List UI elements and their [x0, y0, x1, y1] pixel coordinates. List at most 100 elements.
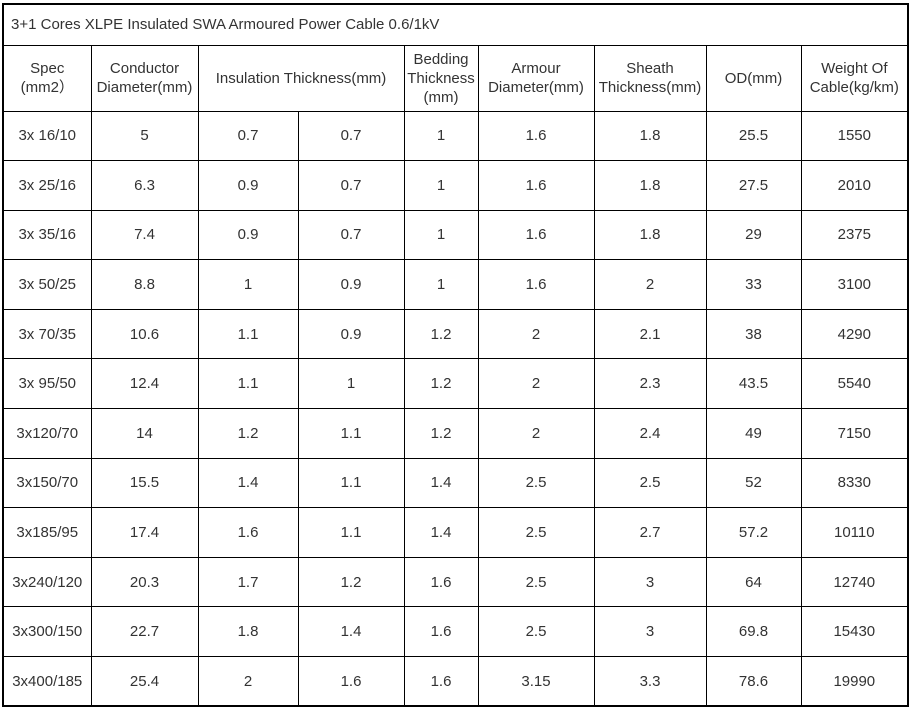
value-cell: 17.4 — [90, 507, 199, 558]
value-cell: 1.4 — [197, 457, 299, 509]
value-cell: 22.7 — [90, 606, 199, 658]
value-cell: 1 — [403, 259, 479, 310]
value-cell: 2375 — [800, 209, 909, 261]
spec-cell: 3x185/95 — [2, 507, 92, 558]
value-cell: 43.5 — [705, 358, 802, 410]
value-cell: 0.9 — [197, 209, 299, 261]
value-cell: 2010 — [800, 160, 909, 211]
table-row: 3x 70/35 10.6 1.1 0.9 1.2 2 2.1 38 4290 — [2, 308, 909, 360]
value-cell: 1.6 — [477, 259, 595, 310]
value-cell: 2 — [477, 358, 595, 410]
value-cell: 57.2 — [705, 507, 802, 558]
value-cell: 10.6 — [90, 308, 199, 360]
value-cell: 2.4 — [593, 408, 707, 459]
value-cell: 1.2 — [197, 408, 299, 459]
value-cell: 1 — [403, 209, 479, 261]
table-row: 3x 35/16 7.4 0.9 0.7 1 1.6 1.8 29 2375 — [2, 209, 909, 261]
table-body: 3x 16/10 5 0.7 0.7 1 1.6 1.8 25.5 1550 3x 25/16 6.… — [2, 110, 909, 707]
table-row: 3x300/150 22.7 1.8 1.4 1.6 2.5 3 69.8 15430 — [2, 606, 909, 658]
value-cell: 1.8 — [593, 160, 707, 211]
value-cell: 1.2 — [403, 308, 479, 360]
value-cell: 2.1 — [593, 308, 707, 360]
value-cell: 1.1 — [297, 457, 405, 509]
value-cell: 78.6 — [705, 656, 802, 707]
value-cell: 1.1 — [297, 507, 405, 558]
value-cell: 5540 — [800, 358, 909, 410]
header-insulation-thickness: Insulation Thickness(mm) — [197, 44, 405, 112]
value-cell: 1.1 — [197, 308, 299, 360]
value-cell: 69.8 — [705, 606, 802, 658]
cable-spec-table: 3+1 Cores XLPE Insulated SWA Armoured Po… — [2, 3, 909, 708]
value-cell: 8330 — [800, 457, 909, 509]
value-cell: 3.15 — [477, 656, 595, 707]
value-cell: 15430 — [800, 606, 909, 658]
value-cell: 1.6 — [477, 110, 595, 162]
value-cell: 1.6 — [403, 556, 479, 608]
header-sheath-thickness: Sheath Thickness(mm) — [593, 44, 707, 112]
value-cell: 1.6 — [403, 606, 479, 658]
value-cell: 1 — [297, 358, 405, 410]
value-cell: 0.7 — [197, 110, 299, 162]
value-cell: 1.7 — [197, 556, 299, 608]
value-cell: 3100 — [800, 259, 909, 310]
value-cell: 2 — [477, 308, 595, 360]
value-cell: 2 — [477, 408, 595, 459]
value-cell: 12.4 — [90, 358, 199, 410]
spec-cell: 3x 25/16 — [2, 160, 92, 211]
value-cell: 4290 — [800, 308, 909, 360]
value-cell: 1.2 — [297, 556, 405, 608]
header-od: OD(mm) — [705, 44, 802, 112]
value-cell: 25.5 — [705, 110, 802, 162]
value-cell: 1.6 — [477, 160, 595, 211]
value-cell: 1 — [403, 110, 479, 162]
header-spec: Spec (mm2） — [2, 44, 92, 112]
value-cell: 1 — [403, 160, 479, 211]
value-cell: 2.5 — [477, 556, 595, 608]
table-row: 3x 16/10 5 0.7 0.7 1 1.6 1.8 25.5 1550 — [2, 110, 909, 162]
value-cell: 52 — [705, 457, 802, 509]
value-cell: 10110 — [800, 507, 909, 558]
value-cell: 1.6 — [477, 209, 595, 261]
value-cell: 64 — [705, 556, 802, 608]
table-title: 3+1 Cores XLPE Insulated SWA Armoured Po… — [2, 3, 909, 46]
value-cell: 1.4 — [297, 606, 405, 658]
value-cell: 19990 — [800, 656, 909, 707]
value-cell: 33 — [705, 259, 802, 310]
value-cell: 2 — [593, 259, 707, 310]
value-cell: 1.6 — [197, 507, 299, 558]
spec-cell: 3x 50/25 — [2, 259, 92, 310]
value-cell: 8.8 — [90, 259, 199, 310]
value-cell: 0.9 — [297, 308, 405, 360]
table-row: 3x120/70 14 1.2 1.1 1.2 2 2.4 49 7150 — [2, 408, 909, 459]
value-cell: 3 — [593, 556, 707, 608]
value-cell: 1.2 — [403, 358, 479, 410]
value-cell: 14 — [90, 408, 199, 459]
value-cell: 3 — [593, 606, 707, 658]
value-cell: 0.7 — [297, 209, 405, 261]
value-cell: 2.5 — [477, 457, 595, 509]
value-cell: 1.8 — [197, 606, 299, 658]
value-cell: 20.3 — [90, 556, 199, 608]
spec-cell: 3x 16/10 — [2, 110, 92, 162]
spec-cell: 3x400/185 — [2, 656, 92, 707]
value-cell: 0.7 — [297, 160, 405, 211]
value-cell: 15.5 — [90, 457, 199, 509]
table-row: 3x 25/16 6.3 0.9 0.7 1 1.6 1.8 27.5 2010 — [2, 160, 909, 211]
table-header-row: Spec (mm2） Conductor Diameter(mm) Insula… — [2, 44, 909, 112]
value-cell: 0.9 — [197, 160, 299, 211]
value-cell: 1550 — [800, 110, 909, 162]
value-cell: 7150 — [800, 408, 909, 459]
table-row: 3x 50/25 8.8 1 0.9 1 1.6 2 33 3100 — [2, 259, 909, 310]
value-cell: 2.3 — [593, 358, 707, 410]
table-row: 3x185/95 17.4 1.6 1.1 1.4 2.5 2.7 57.2 10110 — [2, 507, 909, 558]
value-cell: 3.3 — [593, 656, 707, 707]
spec-cell: 3x 35/16 — [2, 209, 92, 261]
value-cell: 1 — [197, 259, 299, 310]
value-cell: 38 — [705, 308, 802, 360]
value-cell: 0.9 — [297, 259, 405, 310]
value-cell: 5 — [90, 110, 199, 162]
spec-cell: 3x300/150 — [2, 606, 92, 658]
value-cell: 2.5 — [477, 507, 595, 558]
value-cell: 2.5 — [477, 606, 595, 658]
spec-cell: 3x 95/50 — [2, 358, 92, 410]
